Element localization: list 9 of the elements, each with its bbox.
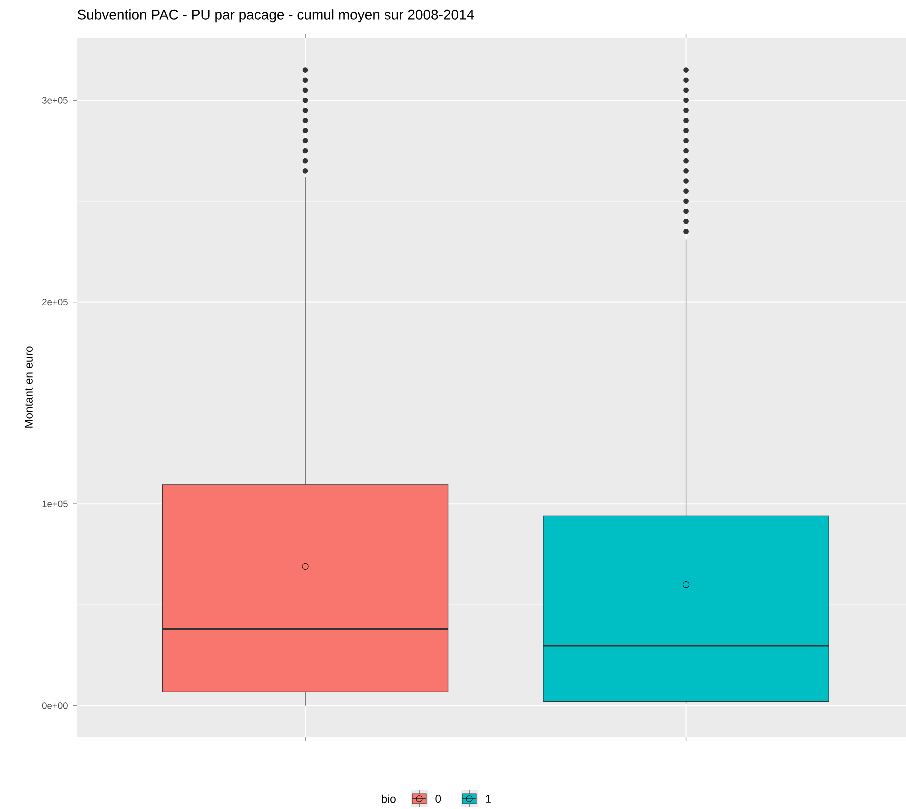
y-tick-label: 1e+05 — [42, 500, 68, 508]
y-axis-title: Montant en euro — [25, 346, 33, 428]
y-tick-label: 3e+05 — [42, 97, 68, 104]
legend-title: bio — [382, 794, 396, 804]
legend-label: 0 — [436, 794, 442, 803]
y-tick-label: 2e+05 — [42, 299, 68, 306]
chart-title: Subvention PAC - PU par pacage - cumul moyen sur 2008-2014 — [78, 10, 474, 23]
legend-label: 1 — [486, 795, 492, 803]
y-tick-label: 0e+00 — [42, 702, 68, 710]
